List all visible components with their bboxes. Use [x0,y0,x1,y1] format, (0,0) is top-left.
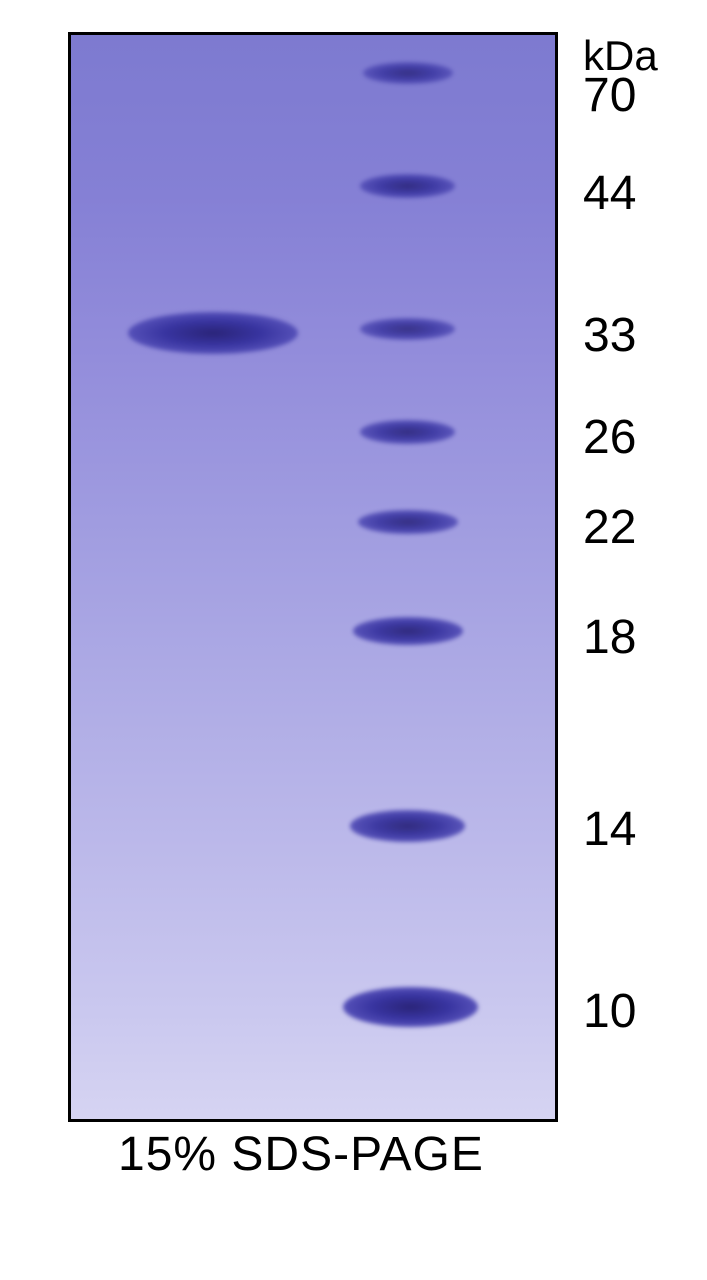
mw-label-33: 33 [583,308,636,363]
ladder-band-18 [353,617,463,645]
mw-label-22: 22 [583,500,636,555]
ladder-band-33 [360,318,455,340]
gel-border [68,32,558,35]
gel-figure: kDa 70 44 33 26 22 18 14 10 15% SDS-PAGE [28,32,678,1232]
mw-label-14: 14 [583,802,636,857]
gel-background [68,32,558,1122]
gel-border [68,1119,558,1122]
sample-band [128,312,298,354]
ladder-band-26 [360,420,455,444]
mw-label-70: 70 [583,68,636,123]
mw-label-18: 18 [583,610,636,665]
ladder-band-44 [360,174,455,198]
gel-border [68,32,71,1122]
ladder-band-70 [363,62,453,84]
page-container: kDa 70 44 33 26 22 18 14 10 15% SDS-PAGE [0,0,707,1280]
ladder-band-22 [358,510,458,534]
ladder-band-10 [343,987,478,1027]
gel-border [555,32,558,1122]
ladder-band-14 [350,810,465,842]
gel-caption: 15% SDS-PAGE [118,1127,484,1182]
mw-label-10: 10 [583,984,636,1039]
mw-label-44: 44 [583,166,636,221]
mw-label-26: 26 [583,410,636,465]
